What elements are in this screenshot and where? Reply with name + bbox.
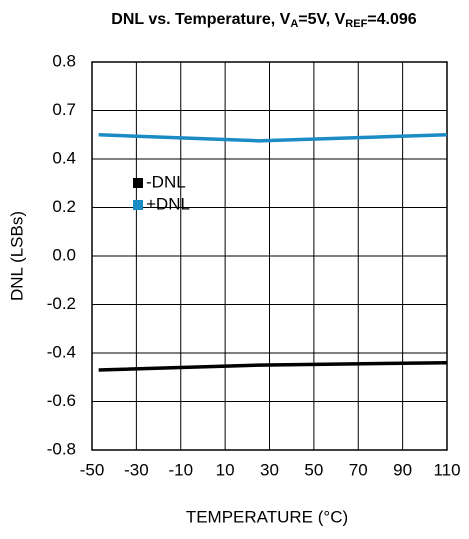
y-tick-label: -0.8 <box>47 439 76 458</box>
data-line <box>98 133 448 143</box>
legend-label: -DNL <box>146 172 186 191</box>
x-tick-label: 30 <box>260 460 279 479</box>
y-tick-label: 0.7 <box>52 100 76 119</box>
data-line <box>98 360 448 372</box>
legend-label: +DNL <box>146 194 190 213</box>
y-axis-label: DNL (LSBs) <box>7 211 26 301</box>
legend-swatch <box>133 200 143 210</box>
x-tick-label: 110 <box>433 460 460 479</box>
y-tick-label: -0.6 <box>47 391 76 410</box>
x-tick-label: -50 <box>80 460 105 479</box>
chart-title: DNL vs. Temperature, VA=5V, VREF=4.096 <box>111 11 416 30</box>
x-tick-label: 10 <box>216 460 235 479</box>
legend-swatch <box>133 178 143 188</box>
x-axis-label: TEMPERATURE (°C) <box>186 507 348 526</box>
x-tick-label: 90 <box>393 460 412 479</box>
x-tick-label: -10 <box>168 460 193 479</box>
y-tick-label: 0.0 <box>52 245 76 264</box>
x-tick-label: 50 <box>304 460 323 479</box>
x-tick-label: 70 <box>349 460 368 479</box>
plot-frame <box>91 61 448 451</box>
x-tick-label: -30 <box>124 460 149 479</box>
y-tick-label: -0.2 <box>47 294 76 313</box>
y-tick-label: -0.4 <box>47 342 76 361</box>
y-tick-label: 0.2 <box>52 197 76 216</box>
y-tick-label: 0.8 <box>52 51 76 70</box>
y-tick-label: 0.4 <box>52 148 76 167</box>
